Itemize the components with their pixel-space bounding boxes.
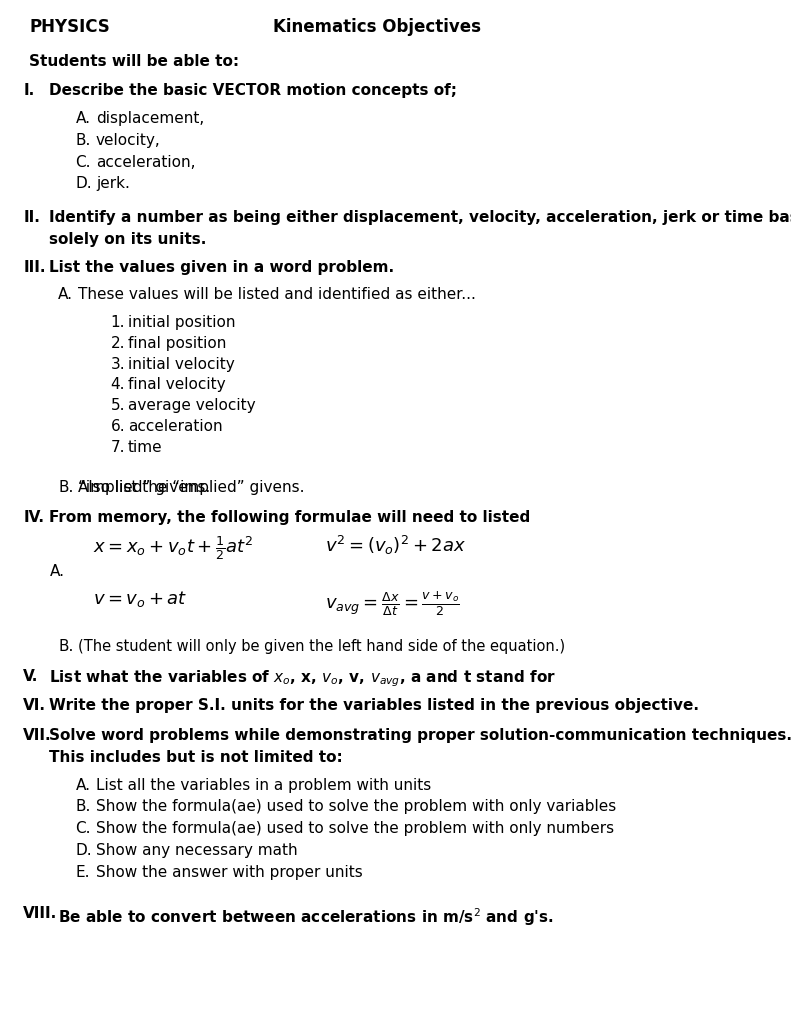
Text: A.: A. xyxy=(75,111,90,126)
Text: V.: V. xyxy=(23,669,39,684)
Text: C.: C. xyxy=(75,821,91,836)
Text: D.: D. xyxy=(75,843,93,858)
Text: initial position: initial position xyxy=(128,315,236,330)
Text: final position: final position xyxy=(128,336,226,351)
Text: jerk.: jerk. xyxy=(96,176,130,191)
Text: 6.: 6. xyxy=(111,419,125,434)
Text: List all the variables in a problem with units: List all the variables in a problem with… xyxy=(96,777,431,793)
Text: 4.: 4. xyxy=(111,378,125,392)
Text: D.: D. xyxy=(75,176,93,191)
Text: final velocity: final velocity xyxy=(128,378,225,392)
Text: B.: B. xyxy=(75,800,91,814)
Text: Show the answer with proper units: Show the answer with proper units xyxy=(96,864,362,880)
Text: (The student will only be given the left hand side of the equation.): (The student will only be given the left… xyxy=(78,639,566,654)
Text: Be able to convert between accelerations in m/s$^2$ and g's.: Be able to convert between accelerations… xyxy=(58,906,554,928)
Text: Kinematics Objectives: Kinematics Objectives xyxy=(273,18,481,36)
Text: Describe the basic VECTOR motion concepts of;: Describe the basic VECTOR motion concept… xyxy=(49,83,457,98)
Text: initial velocity: initial velocity xyxy=(128,356,235,372)
Text: PHYSICS: PHYSICS xyxy=(29,18,110,36)
Text: 2.: 2. xyxy=(111,336,125,351)
Text: displacement,: displacement, xyxy=(96,111,204,126)
Text: $v_{avg} = \frac{\Delta x}{\Delta t} = \frac{v + v_o}{2}$: $v_{avg} = \frac{\Delta x}{\Delta t} = \… xyxy=(325,590,460,618)
Text: From memory, the following formulae will need to listed: From memory, the following formulae will… xyxy=(49,510,531,525)
Text: List what the variables of $x_o$, x, $v_o$, v, $v_{avg}$, a and t stand for: List what the variables of $x_o$, x, $v_… xyxy=(49,669,557,689)
Text: “implied” givens.: “implied” givens. xyxy=(78,480,210,496)
Text: Show any necessary math: Show any necessary math xyxy=(96,843,297,858)
Text: Write the proper S.I. units for the variables listed in the previous objective.: Write the proper S.I. units for the vari… xyxy=(49,698,699,714)
Text: A.: A. xyxy=(75,777,90,793)
Text: $v = v_o + at$: $v = v_o + at$ xyxy=(93,590,187,609)
Text: average velocity: average velocity xyxy=(128,398,255,414)
Text: VII.: VII. xyxy=(23,728,52,743)
Text: Also list the “implied” givens.: Also list the “implied” givens. xyxy=(78,480,305,496)
Text: acceleration,: acceleration, xyxy=(96,155,195,170)
Text: acceleration: acceleration xyxy=(128,419,222,434)
Text: List the values given in a word problem.: List the values given in a word problem. xyxy=(49,260,395,274)
Text: B.: B. xyxy=(75,133,91,147)
Text: E.: E. xyxy=(75,864,90,880)
Text: 1.: 1. xyxy=(111,315,125,330)
Text: This includes but is not limited to:: This includes but is not limited to: xyxy=(49,750,343,765)
Text: $x = x_o + v_o t + \frac{1}{2}at^2$: $x = x_o + v_o t + \frac{1}{2}at^2$ xyxy=(93,534,253,562)
Text: IV.: IV. xyxy=(23,510,44,525)
Text: 3.: 3. xyxy=(111,356,125,372)
Text: II.: II. xyxy=(23,210,40,225)
Text: Show the formula(ae) used to solve the problem with only variables: Show the formula(ae) used to solve the p… xyxy=(96,800,616,814)
Text: time: time xyxy=(128,440,162,455)
Text: Identify a number as being either displacement, velocity, acceleration, jerk or : Identify a number as being either displa… xyxy=(49,210,791,225)
Text: B.: B. xyxy=(58,639,74,654)
Text: solely on its units.: solely on its units. xyxy=(49,231,206,247)
Text: A.: A. xyxy=(58,288,73,302)
Text: 5.: 5. xyxy=(111,398,125,414)
Text: C.: C. xyxy=(75,155,91,170)
Text: VI.: VI. xyxy=(23,698,46,714)
Text: Solve word problems while demonstrating proper solution-communication techniques: Solve word problems while demonstrating … xyxy=(49,728,791,743)
Text: A.: A. xyxy=(49,563,64,579)
Text: B.: B. xyxy=(58,480,74,496)
Text: 7.: 7. xyxy=(111,440,125,455)
Text: VIII.: VIII. xyxy=(23,906,58,922)
Text: III.: III. xyxy=(23,260,46,274)
Text: velocity,: velocity, xyxy=(96,133,161,147)
Text: $v^2 = (v_o)^2 + 2ax$: $v^2 = (v_o)^2 + 2ax$ xyxy=(325,534,467,557)
Text: Students will be able to:: Students will be able to: xyxy=(29,53,239,69)
Text: These values will be listed and identified as either...: These values will be listed and identifi… xyxy=(78,288,476,302)
Text: I.: I. xyxy=(23,83,35,98)
Text: Show the formula(ae) used to solve the problem with only numbers: Show the formula(ae) used to solve the p… xyxy=(96,821,614,836)
